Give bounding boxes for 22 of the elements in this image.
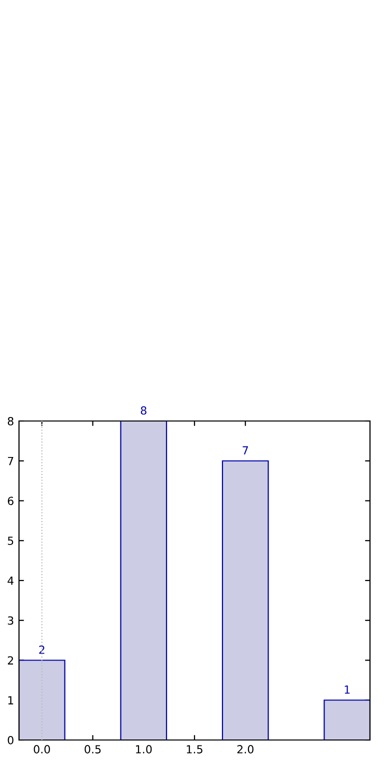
x-tick-label: 1.0	[136, 745, 152, 754]
y-tick-label: 5	[8, 536, 14, 546]
y-tick-label: 1	[8, 696, 14, 704]
y-tick-label: 2	[8, 656, 14, 664]
bar	[120, 421, 168, 740]
bar	[222, 460, 269, 740]
y-tick-label: 8	[8, 416, 14, 426]
y-tick-label: 4	[8, 576, 14, 585]
data-label: 8	[140, 406, 146, 415]
x-tick-label: 0.5	[84, 745, 101, 754]
x-tick-label: 1.5	[186, 745, 202, 754]
x-tick-label: 0.0	[34, 745, 50, 754]
y-tick-label: 3	[8, 616, 14, 625]
x-tick-label: 2.0	[237, 745, 254, 754]
bar	[19, 660, 66, 740]
y-tick-label: 6	[8, 496, 14, 506]
bar	[324, 700, 370, 740]
y-tick-label: 0	[8, 736, 14, 744]
data-label: 2	[39, 646, 44, 654]
data-label: 7	[242, 446, 248, 454]
data-label: 1	[344, 686, 350, 694]
y-tick-label: 7	[8, 456, 14, 466]
